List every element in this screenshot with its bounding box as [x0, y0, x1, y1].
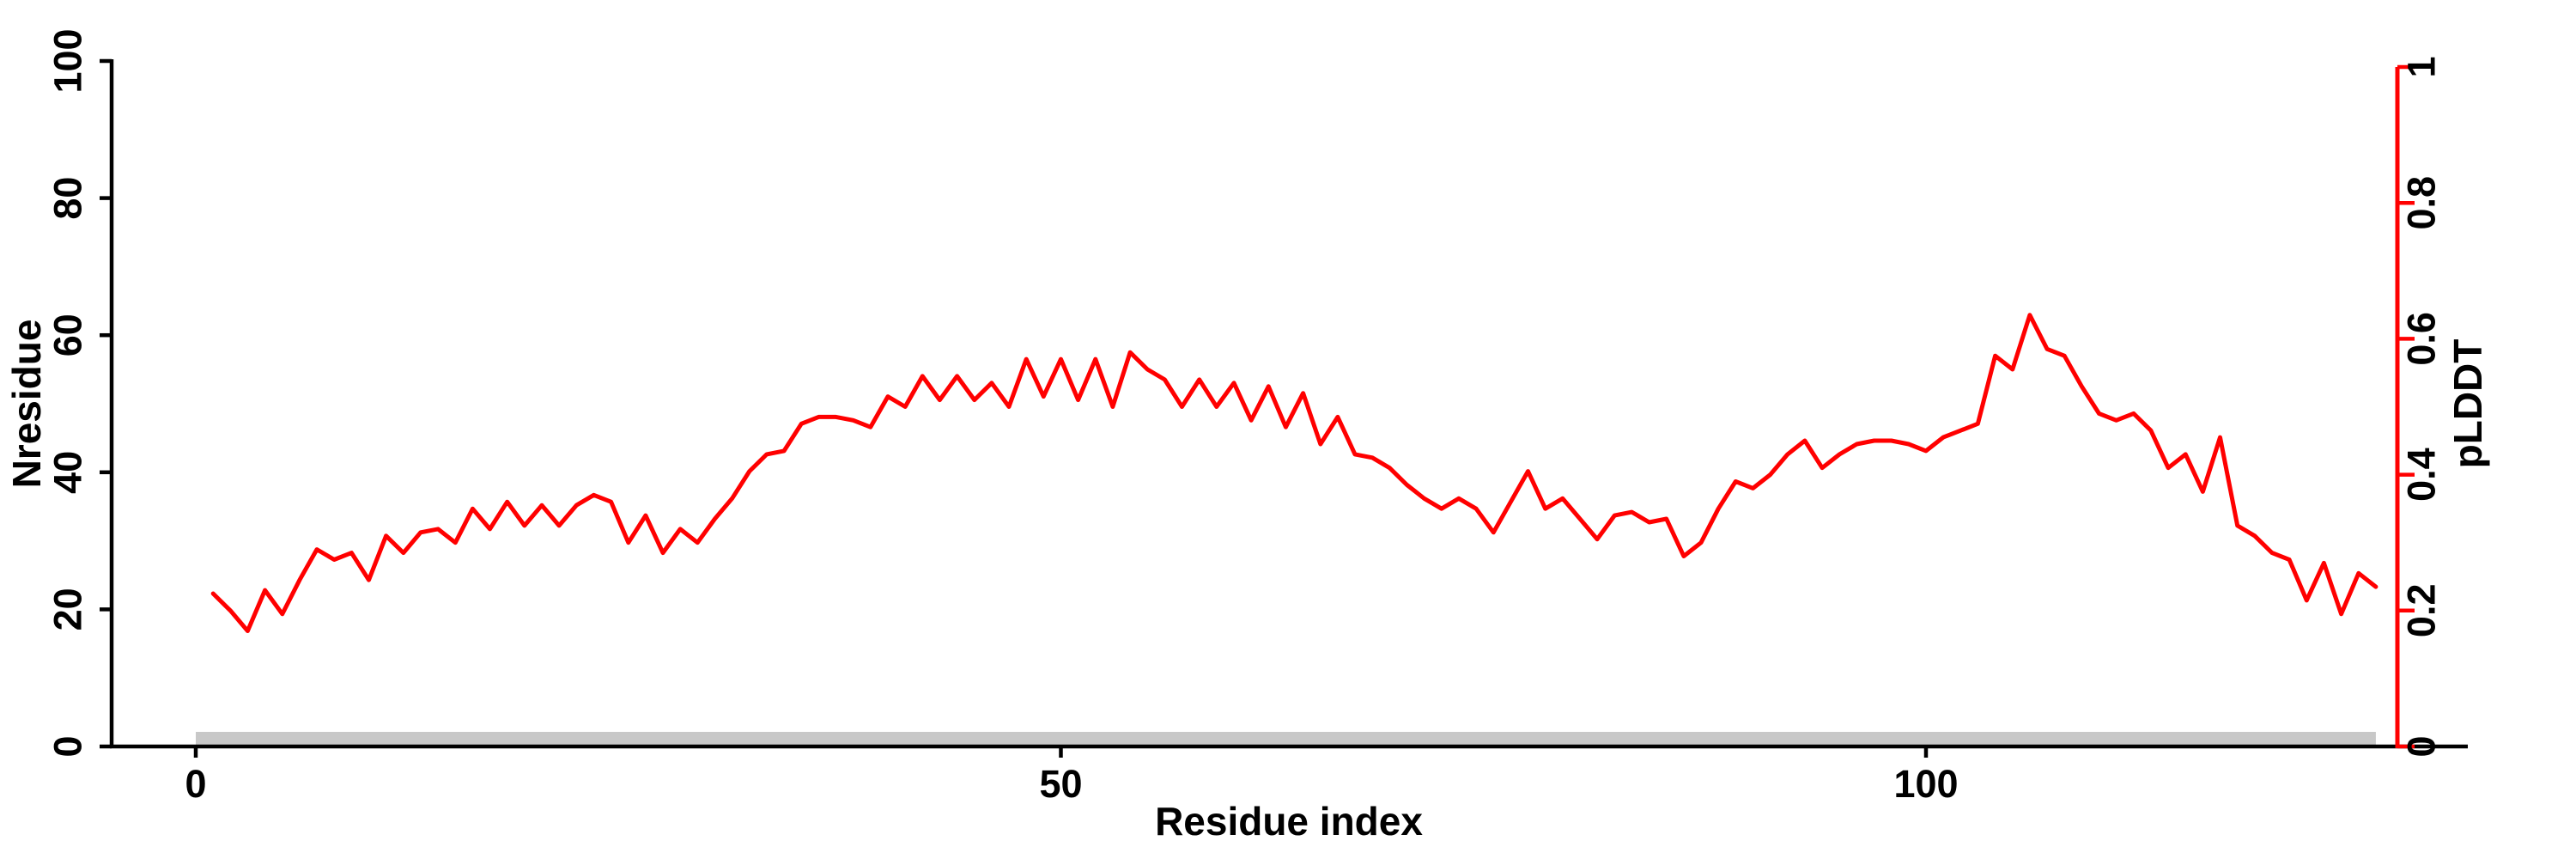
left-axis-tick-label: 40	[46, 451, 90, 494]
left-axis-tick-label: 100	[46, 28, 90, 93]
right-axis-tick-label: 0.8	[2400, 176, 2444, 230]
baseline-bar	[196, 732, 2376, 745]
left-axis-tick-label: 0	[46, 735, 90, 757]
left-axis-tick-label: 80	[46, 177, 90, 220]
right-axis-tick-label: 0	[2400, 735, 2444, 757]
right-axis-title: pLDDT	[2445, 339, 2490, 469]
x-axis-tick-label: 100	[1893, 762, 1958, 806]
left-axis-tick-label: 20	[46, 588, 90, 631]
x-axis-tick-label: 50	[1039, 762, 1082, 806]
plddt-series-line	[210, 313, 2379, 633]
right-axis-tick-label: 0.2	[2400, 584, 2444, 638]
right-axis-tick-label: 0.4	[2400, 448, 2444, 502]
x-axis-tick-label: 0	[185, 762, 206, 806]
x-axis-title: Residue index	[1155, 799, 1423, 844]
left-axis-tick-label: 60	[46, 314, 90, 356]
right-axis-tick-label: 0.6	[2400, 312, 2444, 366]
right-axis-tick-label: 1	[2400, 56, 2444, 77]
left-axis-title: Nresidue	[4, 320, 49, 489]
